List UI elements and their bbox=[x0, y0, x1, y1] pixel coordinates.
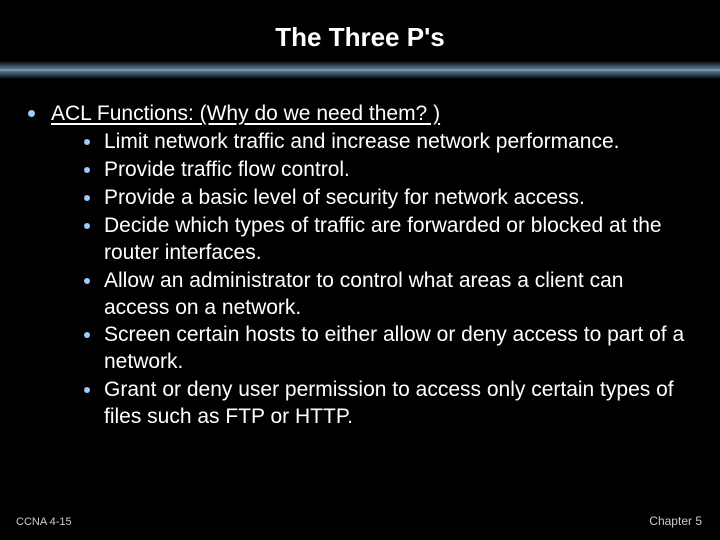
list-item: Grant or deny user permission to access … bbox=[84, 377, 690, 431]
item-text: Decide which types of traffic are forwar… bbox=[104, 213, 690, 267]
list-item: Provide a basic level of security for ne… bbox=[84, 185, 690, 212]
list-item: Screen certain hosts to either allow or … bbox=[84, 322, 690, 376]
item-text: Grant or deny user permission to access … bbox=[104, 377, 690, 431]
content-area: ACL Functions: (Why do we need them? ) L… bbox=[0, 101, 720, 431]
heading-row: ACL Functions: (Why do we need them? ) bbox=[28, 101, 690, 127]
bullet-icon bbox=[84, 167, 90, 173]
heading-text: ACL Functions: (Why do we need them? ) bbox=[51, 101, 440, 127]
item-text: Limit network traffic and increase netwo… bbox=[104, 129, 620, 156]
bullet-icon bbox=[28, 110, 35, 117]
slide-title: The Three P's bbox=[0, 22, 720, 53]
footer-right: Chapter 5 bbox=[649, 514, 702, 528]
inner-list: Limit network traffic and increase netwo… bbox=[84, 129, 690, 431]
bullet-icon bbox=[84, 332, 90, 338]
item-text: Allow an administrator to control what a… bbox=[104, 268, 690, 322]
bullet-icon bbox=[84, 195, 90, 201]
item-text: Provide a basic level of security for ne… bbox=[104, 185, 585, 212]
list-item: Provide traffic flow control. bbox=[84, 157, 690, 184]
title-area: The Three P's bbox=[0, 0, 720, 61]
list-item: Limit network traffic and increase netwo… bbox=[84, 129, 690, 156]
divider-bar bbox=[0, 61, 720, 79]
bullet-icon bbox=[84, 387, 90, 393]
bullet-icon bbox=[84, 139, 90, 145]
item-text: Screen certain hosts to either allow or … bbox=[104, 322, 690, 376]
item-text: Provide traffic flow control. bbox=[104, 157, 350, 184]
list-item: Decide which types of traffic are forwar… bbox=[84, 213, 690, 267]
footer-left: CCNA 4-15 bbox=[16, 516, 72, 528]
bullet-icon bbox=[84, 223, 90, 229]
list-item: Allow an administrator to control what a… bbox=[84, 268, 690, 322]
bullet-icon bbox=[84, 278, 90, 284]
